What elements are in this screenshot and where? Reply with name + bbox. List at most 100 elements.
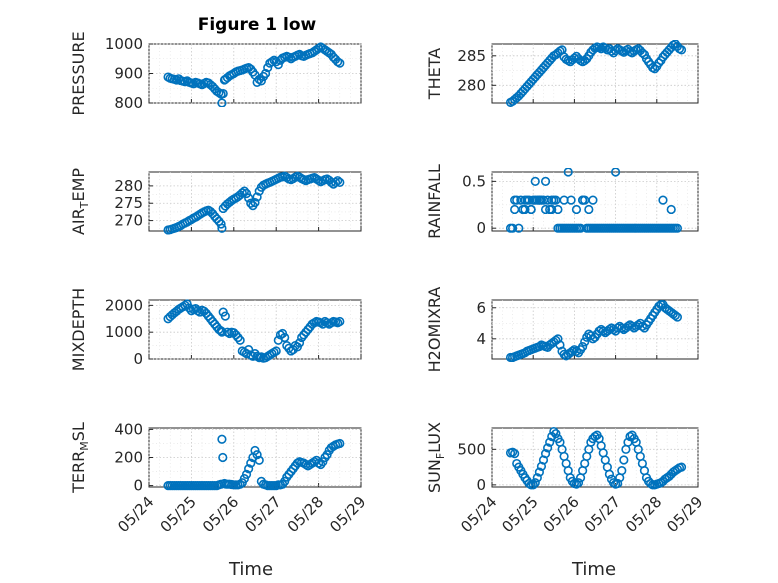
subplot-theta: 280 285 THETA <box>425 40 699 107</box>
y-tick-label: 200 <box>114 449 143 467</box>
data-point <box>571 346 582 356</box>
y-axis-label: RAINFALL <box>425 164 444 239</box>
data-point <box>617 323 627 333</box>
data-point <box>530 478 540 488</box>
data-point <box>244 345 254 355</box>
data-point <box>563 168 573 177</box>
y-tick-label: 0 <box>133 350 143 368</box>
data-point <box>672 223 683 233</box>
y-axis-label: PRESSURE <box>69 31 88 115</box>
data-point <box>584 204 594 215</box>
data-point <box>627 321 637 331</box>
y-axis-label: TERRMSL <box>69 422 91 494</box>
data-point <box>330 177 341 188</box>
x-tick-label: 05/25 <box>157 493 200 536</box>
y-axis-label: MIXDEPTH <box>69 288 88 371</box>
x-tick-label: 05/24 <box>114 493 157 536</box>
data-point <box>580 337 590 347</box>
x-tick-label: 05/25 <box>498 493 541 536</box>
data-point <box>217 434 227 444</box>
y-tick-label: 0 <box>133 477 143 495</box>
x-tick-label: 05/24 <box>457 493 500 536</box>
data-point <box>604 324 615 335</box>
data-point <box>573 478 584 488</box>
data-point <box>540 448 551 459</box>
y-tick-label: 1000 <box>105 35 143 53</box>
data-point <box>271 346 281 356</box>
x-tick-label: 05/28 <box>622 493 665 536</box>
data-point <box>524 478 534 489</box>
data-point <box>217 223 227 233</box>
y-axis-label: AIRTEMP <box>69 168 91 235</box>
data-point <box>578 195 588 205</box>
data-point <box>235 335 245 345</box>
x-tick-label: 05/29 <box>326 493 369 536</box>
y-tick-label: 500 <box>457 440 486 458</box>
data-point <box>534 195 544 205</box>
data-point <box>507 447 518 457</box>
data-point <box>252 450 262 460</box>
data-point <box>216 219 226 229</box>
y-tick-label: 280 <box>457 76 486 94</box>
y-axis-label: H2OMIXRA <box>425 287 444 373</box>
data-point <box>610 45 621 56</box>
data-point <box>532 473 542 483</box>
x-tick-label: 05/27 <box>241 493 284 536</box>
data-point <box>676 45 687 55</box>
data-point <box>314 43 324 54</box>
data-series <box>505 300 683 363</box>
x-tick-label: 05/26 <box>199 493 242 536</box>
data-series <box>505 168 683 233</box>
data-point <box>263 62 273 73</box>
data-point <box>507 223 518 233</box>
y-tick-label: 6 <box>476 299 486 317</box>
data-point <box>530 176 540 186</box>
data-point <box>237 188 247 198</box>
data-point <box>654 301 664 311</box>
data-point <box>510 204 520 215</box>
y-axis-label: THETA <box>425 48 444 100</box>
subplot-mixdepth: 0 1000 2000 MIXDEPTH <box>69 288 362 371</box>
data-point <box>520 204 530 215</box>
x-tick-label: 05/27 <box>581 493 624 536</box>
data-point <box>273 60 283 70</box>
data-point <box>540 204 551 215</box>
figure-title: Figure 1 low <box>198 15 317 35</box>
data-point <box>294 338 305 348</box>
data-point <box>540 176 551 186</box>
y-tick-label: 285 <box>457 47 486 65</box>
data-point <box>567 346 577 356</box>
data-point <box>608 478 619 488</box>
data-point <box>559 349 569 359</box>
data-point <box>241 188 252 199</box>
data-point <box>217 98 227 107</box>
data-point <box>666 204 676 215</box>
x-tick-label: 05/28 <box>284 493 327 536</box>
y-tick-label: 270 <box>114 212 143 230</box>
data-series <box>505 40 687 107</box>
data-series <box>163 42 345 107</box>
data-point <box>672 312 683 322</box>
data-point <box>256 76 266 86</box>
data-point <box>650 64 660 74</box>
data-point <box>333 176 343 186</box>
data-point <box>543 443 553 453</box>
data-point <box>676 462 687 472</box>
data-point <box>244 193 254 203</box>
data-point <box>528 480 538 490</box>
data-point <box>617 466 627 476</box>
data-point <box>611 168 621 177</box>
data-point <box>284 52 294 62</box>
data-point <box>637 48 647 58</box>
y-tick-label: 0 <box>476 476 486 494</box>
subplot-h2o-mixing-ratio: 4 6 H2OMIXRA <box>425 287 699 373</box>
data-point <box>613 478 623 489</box>
data-point <box>335 177 345 188</box>
data-point <box>250 197 260 208</box>
x-axis-label-left: Time <box>228 559 273 580</box>
data-point <box>571 479 582 489</box>
data-point <box>214 88 224 98</box>
data-point <box>598 326 608 336</box>
